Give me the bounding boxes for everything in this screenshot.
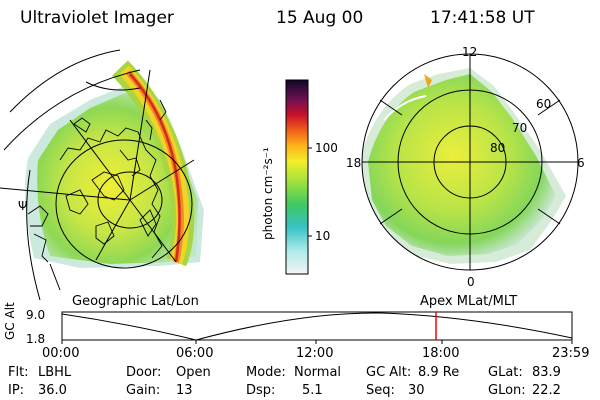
ip-label: IP: bbox=[8, 383, 25, 398]
mode-value: Normal bbox=[294, 365, 342, 380]
colorbar-tick-10: 10 bbox=[315, 229, 331, 243]
date-label: 15 Aug 00 bbox=[276, 8, 364, 28]
glat-value: 83.9 bbox=[532, 365, 561, 380]
door-value: Open bbox=[176, 365, 211, 380]
time-label: 17:41:58 UT bbox=[430, 8, 535, 28]
mlt-12-label: 12 bbox=[462, 45, 478, 59]
door-label: Door: bbox=[126, 365, 162, 380]
colorbar-ticks bbox=[308, 147, 312, 237]
alt-ymax-label: 9.0 bbox=[26, 308, 46, 322]
glon-value: 22.2 bbox=[532, 383, 561, 398]
flt-label: Flt: bbox=[8, 365, 29, 380]
mlat-70-label: 70 bbox=[512, 121, 528, 135]
altitude-plot bbox=[61, 311, 573, 344]
polar-caption: Apex MLat/MLT bbox=[420, 294, 518, 309]
glon-label: GLon: bbox=[488, 383, 526, 398]
colorbar-tick-100: 100 bbox=[315, 141, 338, 155]
gain-value: 13 bbox=[176, 383, 193, 398]
polar-image bbox=[362, 68, 566, 264]
gcalt-label: GC Alt: bbox=[366, 365, 412, 380]
alt-ymin-label: 1.8 bbox=[26, 332, 46, 346]
geo-image bbox=[0, 49, 204, 301]
alt-xtick-0600: 06:00 bbox=[176, 346, 214, 361]
mlat-80-label: 80 bbox=[490, 141, 506, 155]
glat-label: GLat: bbox=[488, 365, 523, 380]
app-title: Ultraviolet Imager bbox=[20, 8, 174, 28]
mlt-6-label: 6 bbox=[577, 156, 585, 170]
mlt-0-label: 0 bbox=[467, 275, 475, 289]
seq-label: Seq: bbox=[366, 383, 395, 398]
dsp-value: 5.1 bbox=[302, 383, 323, 398]
alt-ylabel: GC Alt bbox=[3, 302, 17, 340]
colorbar-unit-label: photon cm⁻²s⁻¹ bbox=[261, 147, 275, 240]
alt-xtick-1200: 12:00 bbox=[296, 346, 334, 361]
mlat-60-label: 60 bbox=[536, 97, 552, 111]
seq-value: 30 bbox=[408, 383, 425, 398]
colorbar bbox=[285, 79, 309, 275]
ip-value: 36.0 bbox=[38, 383, 67, 398]
geo-caption: Geographic Lat/Lon bbox=[72, 294, 199, 309]
mode-label: Mode: bbox=[246, 365, 286, 380]
alt-xtick-0000: 00:00 bbox=[42, 346, 80, 361]
mlt-18-label: 18 bbox=[346, 156, 362, 170]
flt-value: LBHL bbox=[38, 365, 72, 380]
dsp-label: Dsp: bbox=[246, 383, 276, 398]
alt-xtick-1800: 18:00 bbox=[422, 346, 460, 361]
geo-symbol: Ψ bbox=[18, 199, 28, 213]
polar-grid bbox=[361, 53, 579, 271]
gcalt-value: 8.9 Re bbox=[418, 365, 460, 380]
gain-label: Gain: bbox=[126, 383, 161, 398]
alt-xtick-2359: 23:59 bbox=[552, 346, 590, 361]
